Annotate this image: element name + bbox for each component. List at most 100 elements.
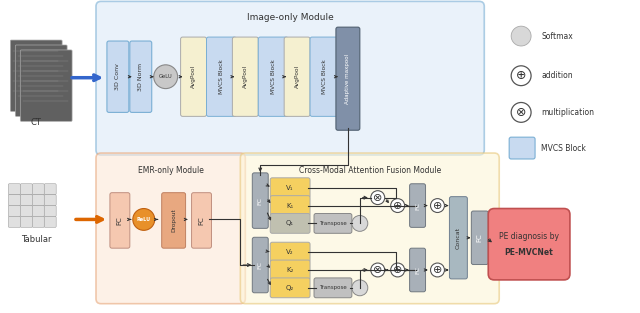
Text: ⊕: ⊕	[393, 201, 403, 211]
FancyBboxPatch shape	[270, 260, 310, 280]
Text: Transpose: Transpose	[319, 285, 347, 290]
Text: AvgPool: AvgPool	[191, 65, 196, 88]
FancyBboxPatch shape	[310, 37, 340, 116]
FancyBboxPatch shape	[270, 213, 310, 233]
Circle shape	[511, 66, 531, 86]
FancyBboxPatch shape	[207, 37, 236, 116]
FancyBboxPatch shape	[96, 1, 484, 155]
FancyBboxPatch shape	[32, 206, 44, 217]
Circle shape	[154, 65, 178, 89]
FancyBboxPatch shape	[20, 206, 32, 217]
FancyBboxPatch shape	[270, 242, 310, 262]
Circle shape	[390, 199, 404, 213]
Text: PE diagnosis by: PE diagnosis by	[499, 232, 559, 241]
Text: Tabular: Tabular	[21, 235, 51, 244]
Text: Adaptive maxpool: Adaptive maxpool	[346, 54, 350, 104]
Text: Cross-Modal Attention Fusion Module: Cross-Modal Attention Fusion Module	[299, 167, 441, 175]
Text: ReLU: ReLU	[137, 217, 151, 222]
FancyBboxPatch shape	[410, 184, 426, 227]
Text: FC: FC	[477, 233, 483, 242]
Text: EMR-only Module: EMR-only Module	[138, 167, 204, 175]
Text: addition: addition	[541, 71, 573, 80]
Text: ⊕: ⊕	[516, 69, 526, 82]
FancyBboxPatch shape	[44, 206, 56, 217]
Text: ⊗: ⊗	[373, 265, 383, 275]
FancyBboxPatch shape	[44, 217, 56, 227]
FancyBboxPatch shape	[284, 37, 310, 116]
Text: AvgPool: AvgPool	[243, 65, 248, 88]
FancyBboxPatch shape	[449, 197, 467, 279]
Text: V₂: V₂	[286, 249, 294, 255]
FancyBboxPatch shape	[410, 248, 426, 292]
Text: PE-MVCNet: PE-MVCNet	[505, 248, 554, 257]
Text: FC: FC	[198, 216, 205, 225]
Circle shape	[431, 263, 444, 277]
Text: MVCS Block: MVCS Block	[271, 59, 276, 94]
FancyBboxPatch shape	[252, 173, 268, 228]
Circle shape	[371, 191, 385, 205]
FancyBboxPatch shape	[232, 37, 259, 116]
FancyBboxPatch shape	[314, 278, 352, 298]
Text: ⊗: ⊗	[373, 192, 383, 203]
Circle shape	[431, 199, 444, 213]
Text: K₂: K₂	[287, 267, 294, 273]
Text: FC: FC	[117, 216, 123, 225]
FancyBboxPatch shape	[10, 40, 62, 111]
Circle shape	[390, 263, 404, 277]
Text: ⊕: ⊕	[433, 201, 442, 211]
Circle shape	[511, 102, 531, 122]
Text: MVCS Block: MVCS Block	[323, 59, 328, 94]
Text: Q₂: Q₂	[286, 285, 294, 291]
FancyBboxPatch shape	[180, 37, 207, 116]
Text: FC: FC	[415, 202, 420, 210]
FancyBboxPatch shape	[241, 153, 499, 304]
FancyBboxPatch shape	[8, 206, 20, 217]
Circle shape	[352, 280, 368, 296]
FancyBboxPatch shape	[8, 184, 20, 195]
FancyBboxPatch shape	[259, 37, 288, 116]
Text: Dropout: Dropout	[171, 208, 176, 232]
FancyBboxPatch shape	[44, 195, 56, 206]
FancyBboxPatch shape	[270, 178, 310, 198]
Text: Transpose: Transpose	[319, 221, 347, 226]
Text: AvgPool: AvgPool	[294, 65, 300, 88]
FancyBboxPatch shape	[252, 237, 268, 293]
Text: ⊕: ⊕	[433, 265, 442, 275]
Circle shape	[371, 263, 385, 277]
FancyBboxPatch shape	[107, 41, 129, 112]
Circle shape	[511, 26, 531, 46]
FancyBboxPatch shape	[509, 137, 535, 159]
FancyBboxPatch shape	[488, 208, 570, 280]
FancyBboxPatch shape	[314, 213, 352, 233]
Text: FC: FC	[415, 266, 420, 274]
Text: K₁: K₁	[287, 203, 294, 208]
Text: V₁: V₁	[286, 185, 294, 191]
FancyBboxPatch shape	[32, 217, 44, 227]
FancyBboxPatch shape	[20, 50, 72, 121]
FancyBboxPatch shape	[8, 217, 20, 227]
Text: ⊗: ⊗	[516, 106, 526, 119]
FancyBboxPatch shape	[32, 184, 44, 195]
Text: MVCS Block: MVCS Block	[541, 144, 586, 152]
FancyBboxPatch shape	[130, 41, 152, 112]
Text: multiplication: multiplication	[541, 108, 594, 117]
FancyBboxPatch shape	[8, 195, 20, 206]
FancyBboxPatch shape	[20, 184, 32, 195]
FancyBboxPatch shape	[471, 211, 488, 264]
Text: FC: FC	[258, 261, 263, 269]
Text: Softmax: Softmax	[541, 32, 573, 41]
FancyBboxPatch shape	[44, 184, 56, 195]
Text: 3D Conv: 3D Conv	[115, 63, 120, 90]
Text: FC: FC	[258, 197, 263, 205]
FancyBboxPatch shape	[191, 193, 211, 248]
FancyBboxPatch shape	[96, 153, 245, 304]
Text: 3D Norm: 3D Norm	[138, 63, 143, 91]
Text: Concat: Concat	[456, 227, 461, 249]
Circle shape	[352, 215, 368, 231]
FancyBboxPatch shape	[110, 193, 130, 248]
Text: CT: CT	[31, 118, 42, 127]
FancyBboxPatch shape	[270, 196, 310, 215]
Text: Image-only Module: Image-only Module	[247, 13, 333, 22]
Circle shape	[133, 208, 155, 230]
FancyBboxPatch shape	[15, 45, 67, 116]
